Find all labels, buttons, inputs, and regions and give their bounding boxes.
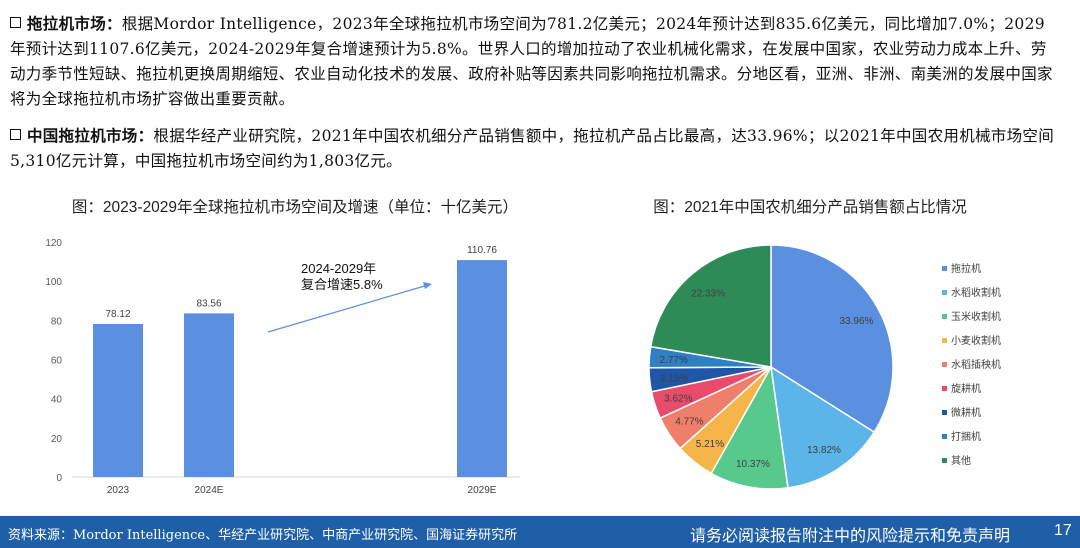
y-tick-label: 120	[45, 238, 62, 249]
pie-slice	[770, 365, 876, 489]
bar-value-label: 83.56	[196, 298, 221, 309]
paragraph-text: 根据华经产业研究院，2021年中国农机细分产品销售额中，拖拉机产品占比最高，达3…	[10, 127, 1055, 170]
legend-label: 拖拉机	[951, 262, 981, 275]
legend-swatch	[942, 458, 947, 463]
legend-swatch	[942, 266, 947, 271]
y-tick-label: 0	[56, 473, 62, 484]
bar	[457, 260, 507, 477]
pie-slice-label: 10.37%	[736, 459, 770, 470]
y-tick-label: 80	[51, 316, 63, 327]
legend-label: 小麦收割机	[951, 334, 1001, 347]
page-number: 17	[1054, 522, 1072, 539]
legend-label: 水稻收割机	[951, 286, 1001, 299]
legend-swatch	[942, 338, 947, 343]
paragraph-heading: 中国拖拉机市场：	[27, 127, 154, 145]
footer-disclaimer: 请务必阅读报告附注中的风险提示和免责声明	[690, 526, 1011, 545]
pie-slice-label: 3.62%	[664, 394, 692, 405]
bar-chart: 0 20 40 60 80 100 120 78.12 83.56 110.76 2023 202…	[45, 238, 520, 496]
legend-label: 打捆机	[951, 430, 981, 443]
pie-slice	[710, 364, 789, 490]
legend-swatch	[942, 386, 947, 391]
footer-source: 资料来源：Mordor Intelligence、华经产业研究院、中商产业研究院…	[8, 528, 518, 543]
pie-slice-label: 5.21%	[696, 439, 724, 450]
growth-arrow-head	[423, 282, 432, 289]
paragraph-global-tractor-market: 拖拉机市场：根据Mordor Intelligence，2023年全球拖拉机市场…	[10, 12, 1060, 112]
y-tick-label: 20	[51, 434, 63, 445]
pie-slice-label: 4.77%	[675, 417, 703, 428]
bar	[184, 313, 234, 477]
pie-slice	[649, 244, 772, 368]
y-tick-label: 40	[51, 395, 63, 406]
legend-label: 微耕机	[951, 406, 981, 419]
bullet-square-icon	[10, 17, 21, 28]
legend-label: 旋耕机	[951, 382, 981, 395]
y-tick-label: 100	[45, 277, 62, 288]
bar-value-label: 110.76	[467, 245, 497, 256]
x-tick-label: 2029E	[468, 485, 497, 496]
pie-chart: 33.96% 13.82% 10.37% 5.21% 4.77% 3.62% 3.15% 2.…	[648, 244, 1001, 490]
pie-slice-label: 33.96%	[840, 316, 874, 327]
growth-arrow	[267, 284, 429, 333]
paragraph-china-tractor-market: 中国拖拉机市场：根据华经产业研究院，2021年中国农机细分产品销售额中，拖拉机产…	[10, 124, 1060, 174]
bullet-square-icon	[10, 129, 21, 140]
legend-swatch	[942, 362, 947, 367]
bar	[93, 324, 143, 477]
y-tick-label: 60	[51, 356, 63, 367]
legend-swatch	[942, 314, 947, 319]
pie-slice	[770, 244, 894, 434]
legend-swatch	[942, 410, 947, 415]
legend-label: 玉米收割机	[951, 310, 1001, 323]
bar-chart-title: 图：2023-2029年全球拖拉机市场空间及增速（单位：十亿美元）	[71, 199, 519, 216]
legend-swatch	[942, 290, 947, 295]
growth-annotation-line2: 复合增速5.8%	[301, 277, 383, 292]
pie-chart-title: 图：2021年中国农机细分产品销售额占比情况	[653, 199, 967, 216]
legend-label: 水稻插秧机	[951, 358, 1001, 371]
x-tick-label: 2024E	[195, 485, 224, 496]
pie-slice-label: 3.15%	[660, 373, 688, 384]
growth-annotation-line1: 2024-2029年	[301, 261, 376, 276]
legend-swatch	[942, 434, 947, 439]
paragraph-text: 根据Mordor Intelligence，2023年全球拖拉机市场空间为781…	[10, 15, 1053, 108]
x-tick-label: 2023	[107, 485, 130, 496]
legend-label: 其他	[951, 454, 971, 467]
pie-slice-label: 2.77%	[660, 355, 688, 366]
footer-bar: 资料来源：Mordor Intelligence、华经产业研究院、中商产业研究院…	[0, 516, 1080, 548]
paragraph-heading: 拖拉机市场：	[27, 15, 122, 33]
pie-slice-label: 22.33%	[691, 288, 725, 299]
pie-slice-label: 13.82%	[807, 445, 841, 456]
bar-value-label: 78.12	[105, 309, 130, 320]
